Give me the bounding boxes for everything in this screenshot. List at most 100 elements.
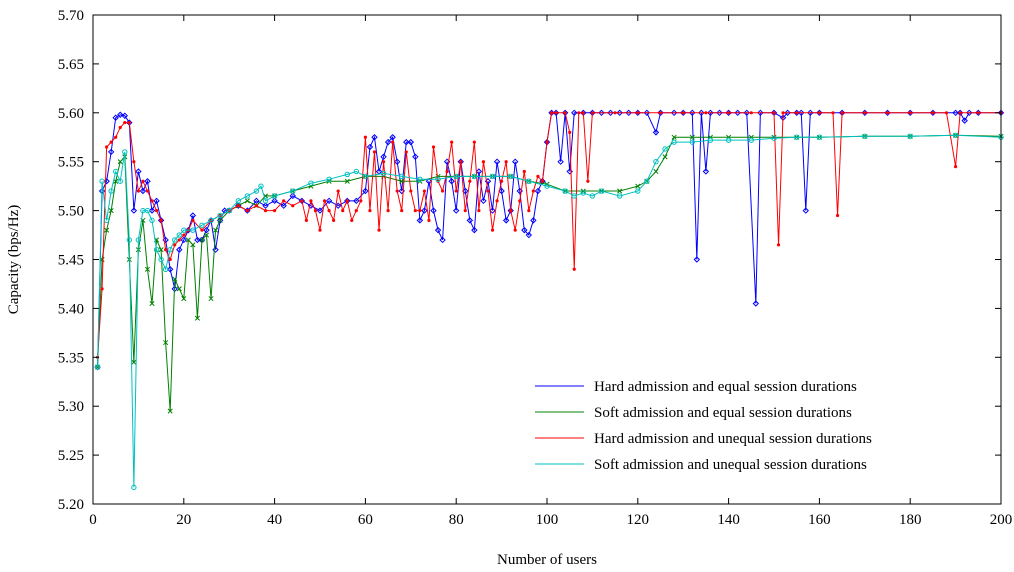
data-point — [907, 133, 913, 139]
data-point — [817, 111, 822, 115]
x-tick-label: 60 — [358, 512, 373, 528]
data-point — [199, 237, 205, 243]
data-point — [472, 140, 476, 144]
data-point — [422, 189, 427, 193]
x-tick-label: 80 — [449, 512, 464, 528]
x-tick-label: 40 — [267, 512, 282, 528]
data-point — [427, 218, 431, 222]
data-point — [244, 198, 250, 204]
data-point — [589, 193, 596, 199]
data-point — [652, 129, 660, 136]
data-point — [749, 111, 753, 115]
data-point — [463, 209, 467, 213]
data-point — [439, 236, 446, 244]
data-point — [816, 134, 823, 140]
data-point — [616, 109, 623, 117]
data-point — [144, 207, 151, 214]
data-point — [114, 135, 118, 139]
data-point — [475, 168, 483, 175]
data-point — [725, 137, 732, 143]
data-point — [670, 109, 678, 117]
data-point — [244, 193, 251, 199]
data-point — [412, 153, 419, 161]
data-point — [966, 109, 973, 117]
data-point — [350, 218, 354, 222]
series-1 — [94, 109, 1005, 371]
data-point — [625, 109, 632, 117]
data-point — [253, 188, 260, 194]
legend: Hard admission and equal session duratio… — [535, 379, 872, 473]
data-point — [757, 109, 764, 117]
ticks-layer: 0 20 40 60 80 100 120 140 160 180 200 5.20 5.25 5.30 5… — [58, 8, 1013, 528]
data-point — [254, 204, 259, 208]
data-point — [304, 218, 308, 222]
data-point — [976, 111, 980, 115]
data-point — [263, 209, 268, 213]
data-point — [298, 197, 306, 205]
data-point — [107, 148, 115, 156]
data-point — [289, 192, 296, 200]
data-point — [681, 111, 685, 115]
data-point — [344, 171, 350, 178]
data-point — [571, 109, 578, 117]
data-point — [258, 183, 264, 189]
data-point — [103, 178, 110, 185]
data-point — [431, 145, 436, 149]
data-point — [280, 202, 287, 209]
x-tick-label: 100 — [536, 512, 559, 528]
data-point — [136, 189, 140, 193]
data-point — [271, 193, 278, 199]
data-point — [104, 227, 110, 233]
data-point — [689, 139, 695, 145]
data-point — [362, 187, 369, 195]
series-2 — [94, 132, 1004, 414]
data-point — [318, 228, 322, 232]
data-point — [440, 189, 445, 193]
data-point — [168, 257, 172, 262]
data-point — [507, 173, 514, 180]
data-point — [384, 138, 392, 146]
y-tick-label: 5.20 — [58, 497, 84, 513]
data-point — [353, 168, 360, 175]
data-point — [167, 247, 173, 253]
data-point — [191, 218, 195, 222]
y-tick-label: 5.55 — [58, 155, 84, 171]
data-point — [490, 228, 495, 232]
legend-label: Hard admission and unequal session durat… — [594, 431, 872, 447]
data-point — [486, 189, 490, 193]
data-point — [793, 109, 800, 117]
data-point — [795, 111, 799, 115]
data-point — [407, 138, 415, 146]
data-point — [127, 120, 131, 125]
legend-label: Soft admission and unequal session durat… — [594, 457, 867, 473]
data-point — [176, 246, 183, 253]
data-point — [105, 145, 109, 149]
data-point — [327, 209, 331, 213]
x-tick-label: 120 — [627, 512, 650, 528]
data-point — [336, 189, 340, 193]
data-point — [727, 111, 731, 115]
data-point — [468, 179, 472, 183]
data-point — [300, 199, 304, 203]
data-point — [549, 111, 554, 115]
data-point — [929, 109, 937, 117]
data-point — [743, 109, 750, 117]
data-point — [291, 204, 295, 208]
data-point — [158, 256, 164, 263]
data-point — [399, 173, 405, 180]
data-point — [199, 222, 205, 228]
data-point — [653, 168, 659, 175]
data-point — [781, 111, 785, 115]
data-point — [702, 168, 710, 175]
data-point — [802, 207, 809, 214]
data-point — [413, 209, 417, 213]
data-point — [100, 287, 104, 291]
data-point — [417, 176, 423, 183]
data-point — [835, 213, 840, 218]
data-point — [445, 169, 449, 174]
data-point — [831, 111, 835, 115]
data-point — [662, 154, 668, 160]
data-point — [662, 146, 668, 152]
data-point — [94, 364, 101, 370]
data-point — [707, 137, 714, 143]
